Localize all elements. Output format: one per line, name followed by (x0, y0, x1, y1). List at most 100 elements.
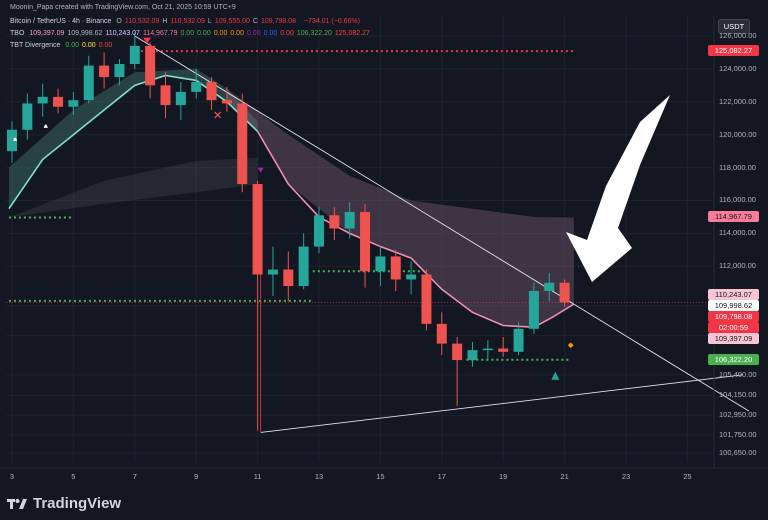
candle-body (206, 82, 217, 101)
drop-marker (43, 124, 48, 128)
legend-tbo-value: 110,243.07 (105, 30, 140, 37)
price-label: 106,322.20 (708, 353, 759, 365)
buy-arrow-marker (551, 371, 560, 380)
price-label: 125,082.27 (708, 45, 759, 57)
legend-tbo-value: 114,967.79 (142, 30, 178, 37)
candle-body (298, 246, 309, 287)
price-axis-tick: 116,000.00 (719, 195, 756, 205)
candle-body (237, 103, 248, 185)
candle-body (452, 343, 463, 361)
price-axis-tick: 104,150.00 (719, 390, 757, 400)
time-axis-tick: 9 (194, 472, 199, 481)
candle-body (129, 45, 140, 64)
price-axis-tick: 102,950.00 (719, 410, 757, 420)
legend-ohlc-key: O (116, 18, 122, 25)
price-axis-tick: 114,000.00 (719, 228, 756, 238)
time-axis-tick: 5 (71, 472, 76, 481)
legend-tbo-value: 0.00 (213, 30, 228, 37)
time-axis-tick: 23 (621, 472, 631, 481)
candle-body (99, 65, 110, 78)
candle-body (191, 82, 202, 92)
tradingview-logo-text: TradingView (33, 495, 122, 512)
legend-divergence-value: 0.00 (98, 42, 113, 49)
tradingview-logo-icon (7, 497, 27, 511)
series-line-0 (8, 74, 259, 210)
candle-body (267, 269, 278, 275)
candle-body (221, 100, 232, 104)
legend-tbo-value: 109,397.09 (29, 30, 65, 37)
candle-body (314, 215, 324, 247)
legend-change: −734.01 (−0.66%) (303, 18, 360, 25)
legend-tbo-value: 0.00 (263, 30, 278, 37)
time-axis-tick: 11 (253, 472, 262, 481)
legend-ohlc: O 110,532.09 H 110,532.09 L 109,555.00 C 109,79… (116, 18, 299, 25)
time-axis-tick: 19 (499, 472, 508, 481)
legend-divergence-name[interactable]: TBT Divergence (10, 42, 61, 49)
price-axis-tick: 100,650.00 (719, 448, 757, 457)
trendline-up (260, 374, 743, 433)
divergence-marker (257, 167, 264, 173)
candle-body (83, 65, 94, 101)
legend-symbol[interactable]: Bitcoin / TetherUS · 4h · Binance (10, 18, 112, 25)
diamond-marker (567, 342, 574, 349)
candle-body (68, 100, 79, 107)
chart-credit: Moonin_Papa created with TradingView.com… (10, 4, 236, 11)
legend-ohlc-key: H (162, 18, 168, 25)
price-label: 109,998.62 (708, 300, 759, 312)
legend-tbo-value: 0.00 (230, 30, 244, 37)
price-axis-tick: 105,400.00 (719, 369, 757, 379)
candle-body (467, 350, 478, 361)
price-label: 114,967.79 (708, 211, 759, 223)
currency-button[interactable]: USDT (718, 19, 750, 34)
legend-tbo-value: 106,322.20 (296, 30, 332, 37)
legend-divergence-value: 0.00 (82, 42, 96, 49)
candle-body (390, 256, 401, 280)
legend-symbol-row: Bitcoin / TetherUS · 4h · Binance O 110,5… (10, 18, 363, 25)
time-axis-tick: 13 (314, 472, 324, 481)
candle-body (436, 323, 447, 344)
candle-body (145, 45, 156, 86)
cloud-grey (8, 157, 258, 218)
candle-body (559, 282, 570, 303)
legend-divergence-row: TBT Divergence 0.00 0.00 0.00 (10, 42, 118, 49)
price-label: 109,397.09 (708, 333, 759, 345)
legend-tbo-values: 109,397.09 109,998.62 110,243.07 114,967.79… (29, 30, 373, 37)
price-axis-tick: 120,000.00 (719, 129, 757, 139)
time-axis-tick: 3 (9, 472, 15, 481)
candle-body (421, 274, 432, 324)
price-axis-tick: 118,000.00 (719, 162, 756, 172)
candle-body (7, 129, 17, 152)
candle-body (375, 256, 386, 272)
candle-body (283, 269, 294, 287)
legend-ohlc-value: 109,798.08 (260, 18, 296, 25)
price-axis-tick: 112,000.00 (719, 261, 756, 271)
time-axis-tick: 21 (560, 472, 569, 481)
candle-body (160, 85, 171, 106)
candle-body (252, 184, 263, 275)
cloud-pink (226, 88, 574, 328)
price-axis-tick: 101,750.00 (719, 429, 757, 439)
candle-body (329, 215, 340, 229)
time-axis-tick: 15 (376, 472, 385, 481)
legend-divergence-values: 0.00 0.00 0.00 (65, 42, 115, 49)
legend-tbo-value: 109,998.62 (67, 30, 103, 37)
legend-ohlc-key: L (207, 18, 212, 25)
candle-body (344, 212, 355, 229)
candle-body (37, 96, 48, 104)
legend-ohlc-value: 110,532.09 (170, 18, 205, 25)
legend-tbo-value: 0.00 (197, 30, 211, 37)
time-axis-tick: 17 (437, 472, 446, 481)
candle-body (513, 328, 524, 352)
price-axis-tick: 122,000.00 (719, 96, 757, 106)
price-label: 109,798.08 (708, 311, 759, 323)
time-axis-tick: 7 (132, 472, 137, 481)
drop-marker (13, 137, 18, 141)
legend-tbo-name[interactable]: TBO (10, 30, 25, 37)
candle-body (175, 91, 186, 106)
legend-tbo-value: 0.00 (180, 30, 195, 37)
legend-divergence-value: 0.00 (65, 42, 80, 49)
cross-marker (214, 111, 222, 119)
annotation-arrow (566, 95, 670, 282)
trendline-down (134, 35, 750, 412)
